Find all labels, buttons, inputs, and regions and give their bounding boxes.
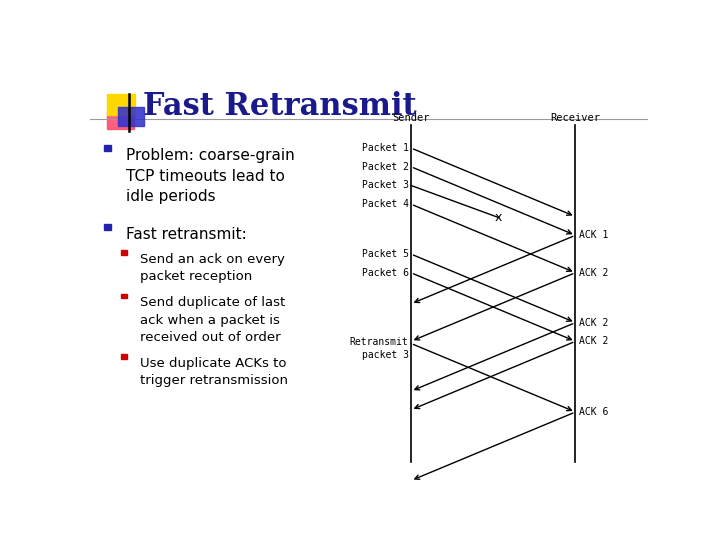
Bar	[104, 225, 111, 230]
Text: Send duplicate of last
ack when a packet is
received out of order: Send duplicate of last ack when a packet…	[140, 296, 285, 345]
Text: Receiver: Receiver	[551, 113, 600, 123]
Text: ACK 2: ACK 2	[579, 318, 608, 328]
Text: Problem: coarse-grain
TCP timeouts lead to
idle periods: Problem: coarse-grain TCP timeouts lead …	[126, 148, 295, 204]
Bar	[107, 94, 135, 114]
Bar	[118, 107, 143, 126]
Text: ACK 2: ACK 2	[579, 336, 608, 346]
Text: Packet 4: Packet 4	[361, 199, 409, 209]
Bar	[121, 354, 127, 359]
Text: ACK 1: ACK 1	[579, 230, 608, 240]
Text: Packet 5: Packet 5	[361, 249, 409, 259]
Text: ACK 2: ACK 2	[579, 268, 608, 278]
Text: Retransmit
packet 3: Retransmit packet 3	[350, 337, 409, 360]
Text: Packet 3: Packet 3	[361, 180, 409, 191]
Text: Use duplicate ACKs to
trigger retransmission: Use duplicate ACKs to trigger retransmis…	[140, 357, 288, 387]
Text: Fast retransmit:: Fast retransmit:	[126, 227, 247, 242]
Text: Sender: Sender	[392, 113, 430, 123]
Bar	[121, 294, 127, 299]
Text: Packet 6: Packet 6	[361, 268, 409, 278]
Text: ACK 6: ACK 6	[579, 407, 608, 417]
Text: x: x	[495, 211, 503, 224]
Text: Send an ack on every
packet reception: Send an ack on every packet reception	[140, 253, 285, 284]
Bar	[104, 145, 111, 151]
Bar	[121, 250, 127, 255]
Text: Fast Retransmit: Fast Retransmit	[143, 91, 417, 122]
Text: Packet 2: Packet 2	[361, 161, 409, 172]
Text: Packet 1: Packet 1	[361, 143, 409, 153]
Bar	[107, 112, 133, 129]
